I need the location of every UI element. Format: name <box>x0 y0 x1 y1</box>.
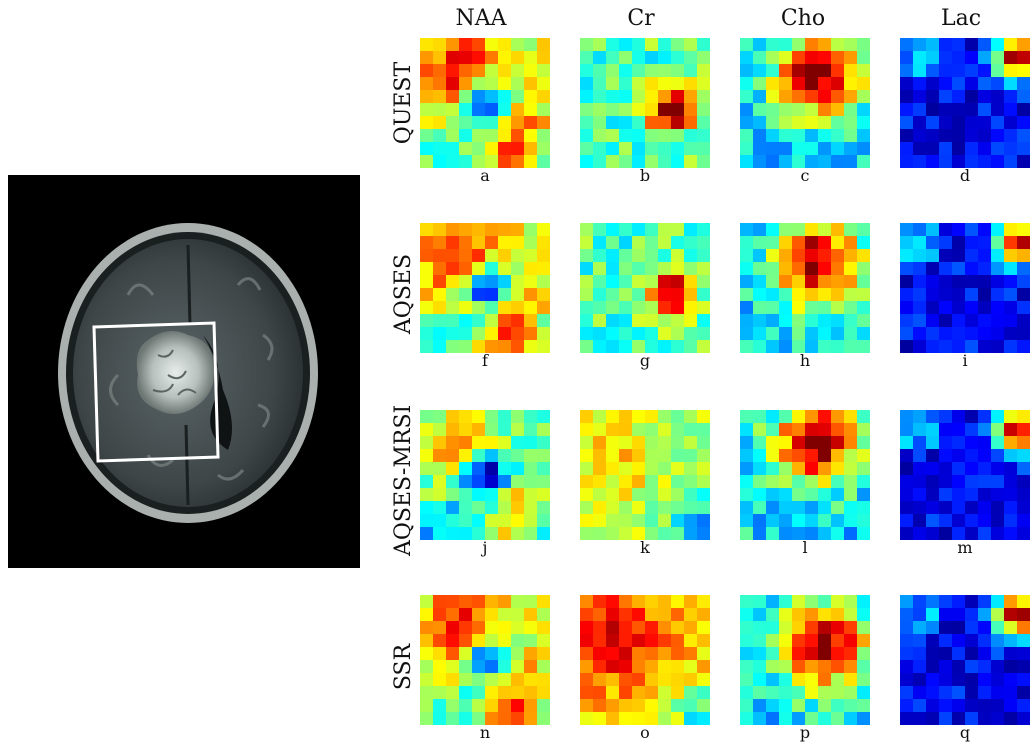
map-ssr-lac: q <box>900 595 1030 742</box>
panel-label: k <box>640 538 650 557</box>
panel-label: n <box>479 723 491 742</box>
panel-label: a <box>480 166 490 185</box>
metabolite-map-image <box>580 595 710 725</box>
map-aqses-mrsi-cho: l <box>740 410 870 557</box>
metabolite-map-image <box>740 595 870 725</box>
map-ssr-naa: n <box>420 595 550 742</box>
row-header-quest: QUEST <box>391 61 416 145</box>
panel-label: g <box>639 351 651 370</box>
column-header-lac: Lac <box>940 6 982 31</box>
map-aqses-mrsi-lac: m <box>900 410 1030 557</box>
map-aqses-cr: g <box>580 223 710 370</box>
map-aqses-mrsi-naa: j <box>420 410 550 557</box>
metabolite-map-image <box>900 595 1030 725</box>
map-ssr-cr: o <box>580 595 710 742</box>
metabolite-map-image <box>740 223 870 353</box>
column-header-naa: NAA <box>455 6 507 31</box>
panel-label: h <box>799 351 811 370</box>
mri-axial-slice <box>8 175 360 568</box>
panel-label: i <box>962 351 968 370</box>
mri-image <box>58 223 318 523</box>
map-aqses-naa: f <box>420 223 550 370</box>
row-header-ssr: SSR <box>391 643 416 691</box>
column-header-cho: Cho <box>780 6 826 31</box>
metabolite-map-image <box>740 410 870 540</box>
metabolite-map-image <box>580 410 710 540</box>
metabolite-map-image <box>420 595 550 725</box>
panel-label: o <box>640 723 650 742</box>
map-quest-lac: d <box>900 38 1030 185</box>
panel-label: b <box>639 166 651 185</box>
metabolite-map-image <box>900 223 1030 353</box>
map-ssr-cho: p <box>740 595 870 742</box>
row-header-aqses: AQSES <box>391 253 416 335</box>
map-aqses-lac: i <box>900 223 1030 370</box>
roi-box <box>92 321 220 463</box>
map-aqses-mrsi-cr: k <box>580 410 710 557</box>
panel-label: f <box>482 351 488 370</box>
metabolite-map-image <box>900 38 1030 168</box>
map-quest-naa: a <box>420 38 550 185</box>
panel-label: l <box>802 538 808 557</box>
metabolite-map-image <box>580 38 710 168</box>
panel-label: p <box>799 723 811 742</box>
panel-label: m <box>957 538 973 557</box>
metabolite-map-image <box>420 38 550 168</box>
panel-label: q <box>959 723 971 742</box>
column-header-cr: Cr <box>627 6 655 31</box>
metabolite-map-image <box>900 410 1030 540</box>
metabolite-map-image <box>420 223 550 353</box>
metabolite-map-image <box>740 38 870 168</box>
map-quest-cr: b <box>580 38 710 185</box>
row-header-aqses-mrsi: AQSES-MRSI <box>391 404 416 556</box>
map-aqses-cho: h <box>740 223 870 370</box>
metabolite-map-image <box>420 410 550 540</box>
panel-label: d <box>959 166 971 185</box>
metabolite-map-image <box>580 223 710 353</box>
map-quest-cho: c <box>740 38 870 185</box>
panel-label: j <box>482 538 488 557</box>
panel-label: c <box>800 166 810 185</box>
